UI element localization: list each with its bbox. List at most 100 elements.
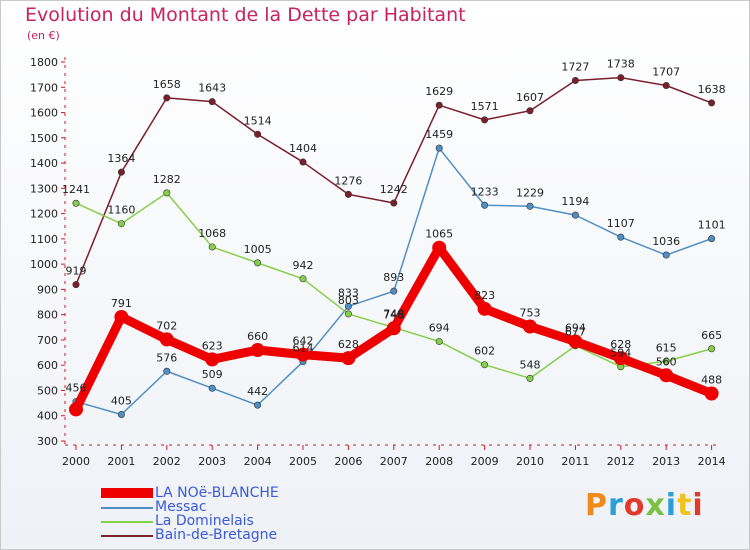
data-point	[477, 301, 492, 316]
y-tick-label: 1700	[30, 81, 58, 94]
legend-label: Bain-de-Bretagne	[155, 527, 278, 543]
data-point	[159, 332, 174, 347]
data-point	[708, 345, 716, 353]
legend-label: La Dominelais	[155, 513, 254, 529]
data-point	[299, 275, 307, 283]
data-label: 560	[656, 355, 677, 368]
data-label: 694	[565, 321, 586, 334]
y-tick-label: 1000	[30, 258, 58, 271]
y-tick-label: 1300	[30, 182, 58, 195]
y-tick-label: 700	[37, 334, 58, 347]
data-label: 1643	[198, 82, 226, 95]
x-tick-label: 2004	[244, 455, 272, 468]
x-tick-label: 2013	[652, 455, 680, 468]
data-point	[526, 202, 534, 210]
data-point	[571, 211, 579, 219]
data-label: 749	[383, 308, 404, 321]
data-point	[481, 201, 489, 209]
y-tick-label: 1500	[30, 132, 58, 145]
data-label: 694	[429, 321, 450, 334]
data-point	[254, 130, 262, 138]
data-label: 1242	[380, 183, 408, 196]
data-label: 594	[610, 347, 631, 360]
data-point	[386, 321, 401, 336]
legend-label: LA NOë-BLANCHE	[155, 485, 279, 501]
data-point	[117, 410, 125, 418]
data-point	[390, 199, 398, 207]
data-label: 1194	[561, 195, 589, 208]
data-label: 1101	[698, 219, 726, 232]
data-label: 1229	[516, 186, 544, 199]
data-point	[205, 352, 220, 367]
data-point	[435, 337, 443, 345]
data-label: 660	[247, 330, 268, 343]
data-label: 803	[338, 294, 359, 307]
legend-swatch	[101, 488, 153, 498]
data-point	[114, 309, 129, 324]
y-tick-label: 300	[37, 435, 58, 448]
data-point	[208, 98, 216, 106]
x-tick-label: 2009	[471, 455, 499, 468]
legend-swatch	[101, 507, 153, 509]
y-tick-label: 500	[37, 384, 58, 397]
data-label: 1629	[425, 85, 453, 98]
data-label: 833	[338, 286, 359, 299]
data-label: 1571	[471, 100, 499, 113]
data-label: 1160	[107, 204, 135, 217]
data-label: 615	[656, 341, 677, 354]
data-label: 665	[701, 329, 722, 342]
data-label: 1282	[153, 173, 181, 186]
y-tick-label: 600	[37, 359, 58, 372]
y-tick-label: 400	[37, 410, 58, 423]
data-label: 753	[520, 307, 541, 320]
data-label: 1065	[425, 228, 453, 241]
data-label: 1241	[62, 183, 90, 196]
data-point	[254, 401, 262, 409]
data-point	[662, 81, 670, 89]
data-point	[69, 402, 83, 417]
data-label: 677	[565, 326, 586, 339]
data-label: 1727	[561, 60, 589, 73]
x-tick-label: 2008	[425, 455, 453, 468]
data-label: 623	[202, 339, 223, 352]
data-label: 746	[383, 308, 404, 321]
chart-title: Evolution du Montant de la Dette par Hab…	[25, 4, 466, 26]
legend-swatch	[101, 535, 153, 537]
x-tick-label: 2003	[198, 455, 226, 468]
data-label: 1107	[607, 217, 635, 230]
data-label: 442	[247, 385, 268, 398]
x-tick-label: 2000	[62, 455, 90, 468]
data-label: 1459	[425, 128, 453, 141]
data-point	[208, 384, 216, 392]
data-point	[163, 367, 171, 375]
data-label: 614	[293, 342, 314, 355]
data-point	[163, 94, 171, 102]
data-label: 1738	[607, 58, 635, 71]
data-point	[341, 351, 356, 366]
data-label: 919	[66, 265, 87, 278]
x-tick-label: 2005	[289, 455, 317, 468]
data-point	[704, 386, 719, 401]
data-point	[432, 240, 447, 255]
data-label: 702	[156, 319, 177, 332]
data-point	[72, 281, 80, 289]
chart-unit-label: (en €)	[27, 29, 60, 42]
data-label: 1404	[289, 142, 317, 155]
data-point	[344, 302, 352, 310]
data-point	[163, 189, 171, 197]
x-tick-label: 2006	[334, 455, 362, 468]
data-label: 1005	[244, 243, 272, 256]
data-point	[526, 107, 534, 115]
data-point	[344, 190, 352, 198]
data-label: 1514	[244, 114, 272, 127]
data-label: 405	[111, 394, 132, 407]
data-point	[568, 334, 583, 349]
data-label: 628	[338, 338, 359, 351]
data-point	[526, 374, 534, 382]
proxiti-logo: Proxiti	[585, 488, 704, 523]
data-label: 1364	[107, 152, 135, 165]
data-point	[296, 347, 310, 362]
x-tick-label: 2014	[698, 455, 726, 468]
